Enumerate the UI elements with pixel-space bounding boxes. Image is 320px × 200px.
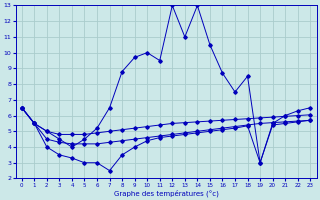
X-axis label: Graphe des températures (°c): Graphe des températures (°c) bbox=[114, 189, 219, 197]
